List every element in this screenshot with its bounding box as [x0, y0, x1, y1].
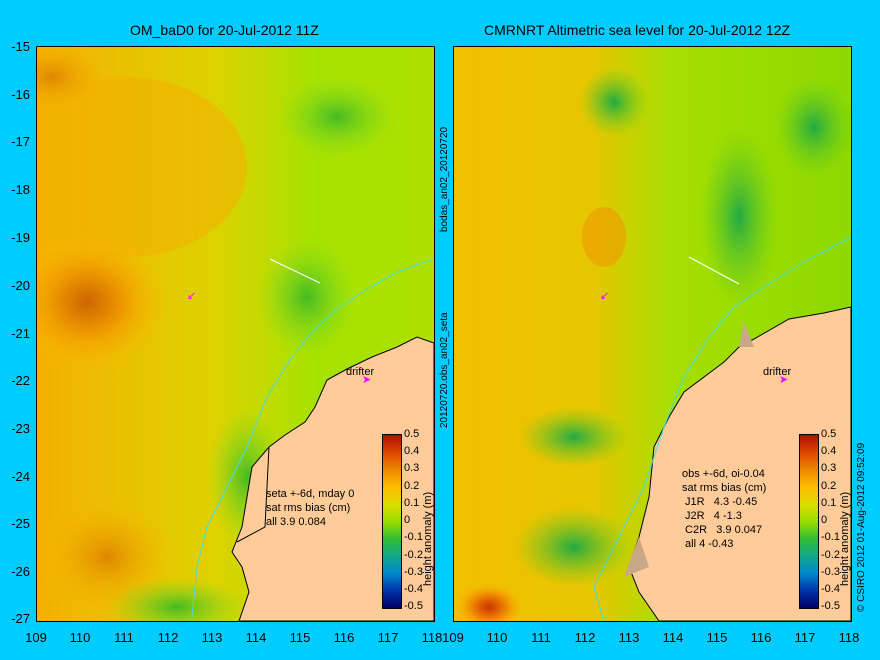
- y-tick: -17: [11, 134, 30, 149]
- colorbar-tick: 0.5: [404, 428, 420, 440]
- x-tick: 114: [662, 630, 684, 645]
- x-tick: 111: [114, 630, 134, 645]
- colorbar-tick: -0.1: [821, 531, 840, 543]
- right-map: ↙ ➤: [453, 46, 852, 622]
- y-tick: -20: [11, 278, 30, 293]
- y-tick: -15: [11, 39, 30, 54]
- y-tick: -27: [11, 611, 30, 626]
- colorbar-left: [382, 434, 402, 609]
- x-tick: 117: [794, 630, 816, 645]
- colorbar-tick: -0.2: [821, 549, 840, 561]
- colorbar-tick: 0.3: [404, 462, 420, 474]
- colorbar-tick: 0.2: [821, 480, 837, 492]
- svg-text:↙: ↙: [600, 290, 609, 302]
- x-tick: 112: [157, 630, 179, 645]
- left-stats: seta +-6d, mday 0 sat rms bias (cm) all …: [266, 488, 355, 528]
- x-tick: 116: [750, 630, 772, 645]
- x-tick: 113: [201, 630, 223, 645]
- x-tick: 111: [531, 630, 551, 645]
- svg-text:➤: ➤: [779, 374, 788, 386]
- x-tick: 110: [486, 630, 508, 645]
- colorbar-tick: -0.3: [821, 566, 840, 578]
- x-tick: 118: [421, 630, 443, 645]
- x-tick: 109: [25, 630, 47, 645]
- colorbar-tick: -0.4: [404, 583, 423, 595]
- svg-text:➤: ➤: [362, 374, 371, 386]
- left-drifter-label: drifter: [346, 366, 375, 378]
- x-tick: 118: [838, 630, 860, 645]
- x-tick: 116: [333, 630, 355, 645]
- svg-text:↙: ↙: [187, 290, 196, 302]
- colorbar-tick: 0.4: [821, 445, 837, 457]
- y-tick: -19: [11, 230, 30, 245]
- copyright-label: © CSIRO 2012 01-Aug-2012 09:52:09: [856, 442, 867, 612]
- colorbar-tick: -0.4: [821, 583, 840, 595]
- middle-vertical-label: 20120720.obs_an02_seta: [439, 312, 450, 428]
- right-drifter-label: drifter: [763, 366, 792, 378]
- x-tick: 115: [706, 630, 728, 645]
- colorbar-tick: 0: [404, 514, 411, 526]
- right-stats: obs +-6d, oi-0.04 sat rms bias (cm) J1R …: [682, 468, 767, 550]
- y-tick: -22: [11, 373, 30, 388]
- colorbar-right: [799, 434, 819, 609]
- colorbar-tick: 0.1: [404, 497, 420, 509]
- x-tick: 114: [245, 630, 267, 645]
- colorbar-tick: 0.4: [404, 445, 420, 457]
- left-map: ↙ ➤: [36, 46, 435, 622]
- x-tick: 109: [442, 630, 464, 645]
- x-tick: 117: [377, 630, 399, 645]
- x-tick: 110: [69, 630, 91, 645]
- y-tick: -21: [11, 326, 30, 341]
- colorbar-tick: 0.1: [821, 497, 837, 509]
- colorbar-left-label: height anomaly (m): [422, 491, 434, 586]
- left-panel-title: OM_baD0 for 20-Jul-2012 11Z: [130, 22, 319, 38]
- colorbar-tick: -0.5: [404, 600, 423, 612]
- colorbar-tick: 0.2: [404, 480, 420, 492]
- colorbar-tick: -0.5: [821, 600, 840, 612]
- y-tick: -26: [11, 564, 30, 579]
- y-tick: -18: [11, 182, 30, 197]
- colorbar-tick: 0.5: [821, 428, 837, 440]
- y-tick: -16: [11, 87, 30, 102]
- middle-vertical-label-top: bodas_an02_20120720: [439, 126, 450, 232]
- colorbar-right-label: height anomaly (m): [839, 491, 851, 586]
- x-tick: 113: [618, 630, 640, 645]
- x-tick: 115: [289, 630, 311, 645]
- colorbar-tick: -0.1: [404, 531, 423, 543]
- colorbar-tick: 0.3: [821, 462, 837, 474]
- y-tick: -24: [11, 469, 30, 484]
- x-tick: 112: [574, 630, 596, 645]
- colorbar-tick: 0: [821, 514, 828, 526]
- y-tick: -25: [11, 516, 30, 531]
- y-tick: -23: [11, 421, 30, 436]
- colorbar-tick: -0.2: [404, 549, 423, 561]
- colorbar-tick: -0.3: [404, 566, 423, 578]
- right-panel-title: CMRNRT Altimetric sea level for 20-Jul-2…: [484, 22, 791, 38]
